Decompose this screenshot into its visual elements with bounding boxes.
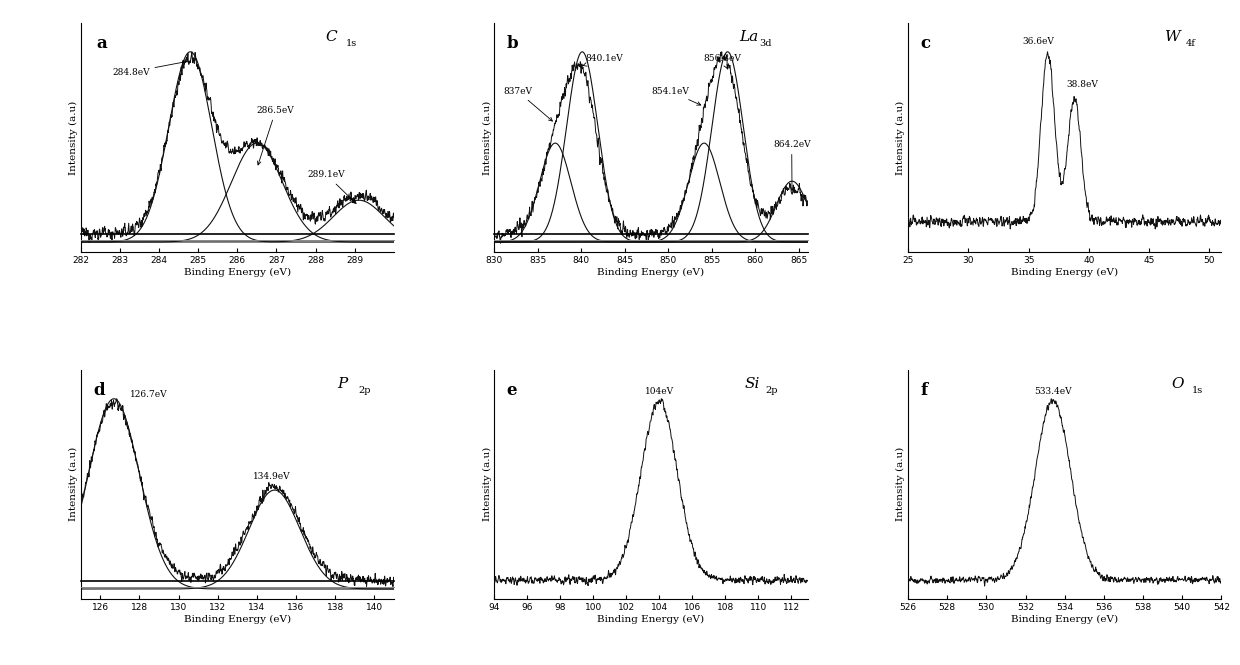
Text: 4f: 4f: [1185, 39, 1195, 49]
Text: 36.6eV: 36.6eV: [1022, 37, 1054, 47]
Text: 126.7eV: 126.7eV: [129, 390, 167, 398]
Text: 1s: 1s: [346, 39, 357, 49]
Text: 3d: 3d: [759, 39, 771, 49]
X-axis label: Binding Energy (eV): Binding Energy (eV): [184, 615, 291, 624]
Text: 2p: 2p: [765, 386, 777, 395]
Text: 284.8eV: 284.8eV: [112, 61, 187, 76]
X-axis label: Binding Energy (eV): Binding Energy (eV): [1011, 268, 1118, 277]
Text: e: e: [507, 382, 517, 398]
Text: 840.1eV: 840.1eV: [583, 55, 624, 66]
Text: b: b: [507, 35, 518, 52]
Text: 38.8eV: 38.8eV: [1066, 80, 1099, 89]
Text: W: W: [1166, 30, 1180, 44]
X-axis label: Binding Energy (eV): Binding Energy (eV): [1011, 615, 1118, 624]
Text: a: a: [97, 35, 107, 52]
Y-axis label: Intensity (a.u): Intensity (a.u): [897, 100, 905, 174]
Text: 104eV: 104eV: [645, 387, 673, 396]
Text: 286.5eV: 286.5eV: [257, 106, 295, 165]
X-axis label: Binding Energy (eV): Binding Energy (eV): [598, 615, 704, 624]
Y-axis label: Intensity (a.u): Intensity (a.u): [482, 448, 491, 521]
Text: d: d: [93, 382, 104, 398]
Text: 1s: 1s: [1192, 386, 1203, 395]
Text: P: P: [337, 377, 348, 391]
Y-axis label: Intensity (a.u): Intensity (a.u): [68, 448, 78, 521]
X-axis label: Binding Energy (eV): Binding Energy (eV): [184, 268, 291, 277]
Text: c: c: [920, 35, 931, 52]
Text: 856.8eV: 856.8eV: [703, 55, 742, 68]
Text: 289.1eV: 289.1eV: [308, 170, 356, 203]
Y-axis label: Intensity (a.u): Intensity (a.u): [68, 100, 78, 174]
Text: 134.9eV: 134.9eV: [253, 472, 290, 481]
Text: f: f: [920, 382, 928, 398]
Y-axis label: Intensity (a.u): Intensity (a.u): [482, 100, 491, 174]
Text: Si: Si: [745, 377, 760, 391]
Text: 2p: 2p: [358, 386, 371, 395]
Text: O: O: [1172, 377, 1184, 391]
X-axis label: Binding Energy (eV): Binding Energy (eV): [598, 268, 704, 277]
Text: 533.4eV: 533.4eV: [1034, 387, 1071, 396]
Text: La: La: [739, 30, 758, 44]
Text: 837eV: 837eV: [503, 86, 552, 121]
Text: 854.1eV: 854.1eV: [651, 86, 701, 105]
Y-axis label: Intensity (a.u): Intensity (a.u): [897, 448, 905, 521]
Text: C: C: [325, 30, 337, 44]
Text: 864.2eV: 864.2eV: [773, 140, 811, 190]
